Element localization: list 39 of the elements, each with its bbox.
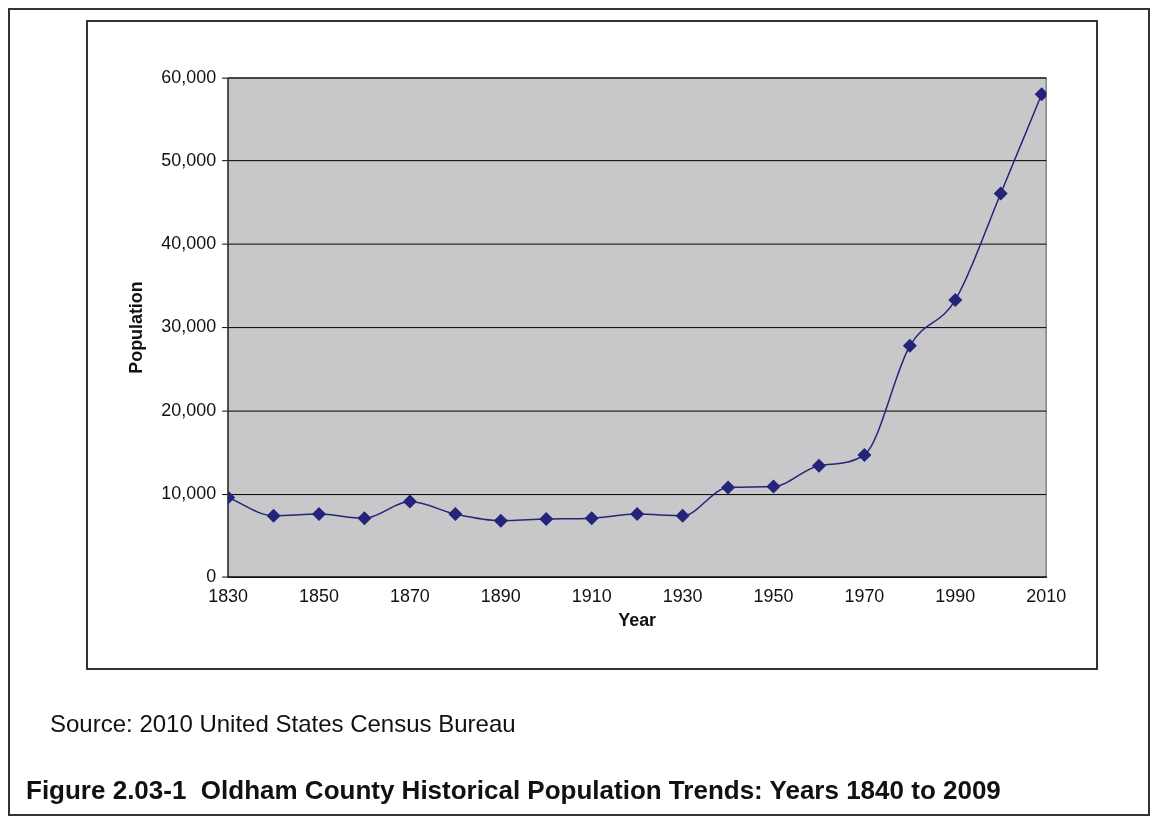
y-axis-title: Population <box>125 281 146 374</box>
y-tick-label: 10,000 <box>161 483 217 504</box>
point <box>903 339 917 353</box>
x-tick-label: 1830 <box>208 586 249 606</box>
x-tick-label: 1950 <box>753 586 794 606</box>
y-tick-label: 0 <box>206 566 217 587</box>
point <box>812 459 826 473</box>
point <box>675 509 690 523</box>
x-tick-label: 1870 <box>389 586 430 606</box>
x-tick-label: 1910 <box>571 586 612 606</box>
point <box>403 494 417 509</box>
y-tick-label: 20,000 <box>161 399 217 420</box>
point <box>948 293 963 307</box>
source-note: Source: 2010 United States Census Bureau <box>50 710 516 738</box>
x-tick-label: 1850 <box>299 586 339 606</box>
point <box>584 511 599 525</box>
x-tick-label: 2010 <box>1026 586 1067 606</box>
y-tick-label: 30,000 <box>161 316 217 337</box>
point <box>448 507 463 521</box>
point <box>266 509 281 523</box>
point <box>630 507 644 521</box>
point <box>539 512 553 526</box>
x-tick-label: 1890 <box>480 586 521 606</box>
y-tick-label: 50,000 <box>161 149 217 170</box>
x-tick-label: 1930 <box>662 586 703 606</box>
y-tick-label: 40,000 <box>161 233 217 254</box>
point <box>494 514 508 528</box>
x-axis-title: Year <box>618 610 657 631</box>
point <box>766 479 781 494</box>
point <box>1034 87 1047 102</box>
point <box>857 448 872 462</box>
point <box>312 507 326 521</box>
point <box>994 186 1008 201</box>
x-tick-label: 1990 <box>935 586 976 606</box>
y-tick-label: 60,000 <box>161 66 217 87</box>
point <box>357 511 372 525</box>
text: Figure 2.03-1 Oldham County Historical Population Trends: Years 1840 to 2009 <box>26 775 1001 806</box>
x-tick-label: 1970 <box>844 586 885 606</box>
point <box>721 480 735 495</box>
